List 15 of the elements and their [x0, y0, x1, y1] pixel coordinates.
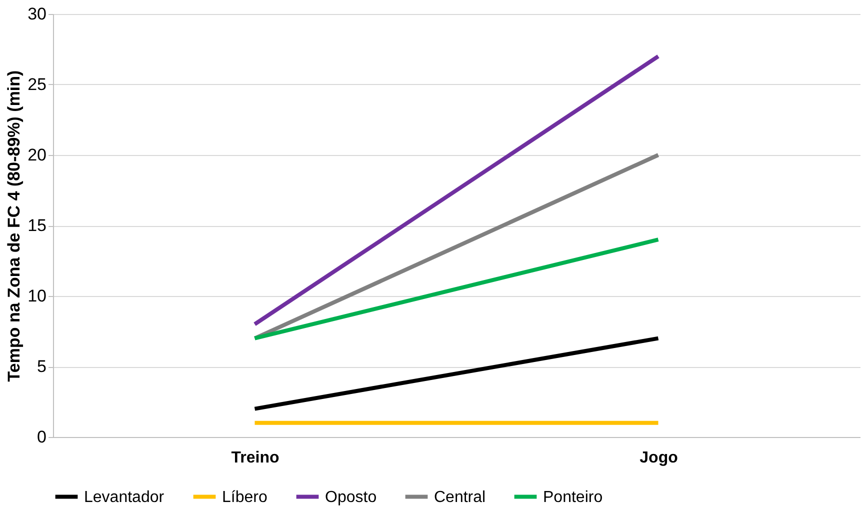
y-axis-title: Tempo na Zona de FC 4 (80-89%) (min): [4, 70, 24, 382]
legend-label: Ponteiro: [543, 488, 603, 506]
y-tick-label: 30: [28, 4, 46, 24]
legend-label: Líbero: [222, 488, 268, 506]
legend-label: Central: [434, 488, 486, 506]
legend-label: Oposto: [325, 488, 377, 506]
y-tick-label: 10: [28, 286, 46, 306]
y-tick-label: 20: [28, 146, 46, 164]
y-tick-label: 15: [28, 216, 46, 235]
x-tick-label: Treino: [231, 450, 280, 466]
y-tick-label: 5: [37, 357, 46, 376]
y-tick-label: 25: [28, 75, 46, 94]
legend-label: Levantador: [84, 488, 165, 506]
y-tick-label: 0: [37, 428, 46, 446]
x-tick-label: Jogo: [640, 450, 678, 466]
